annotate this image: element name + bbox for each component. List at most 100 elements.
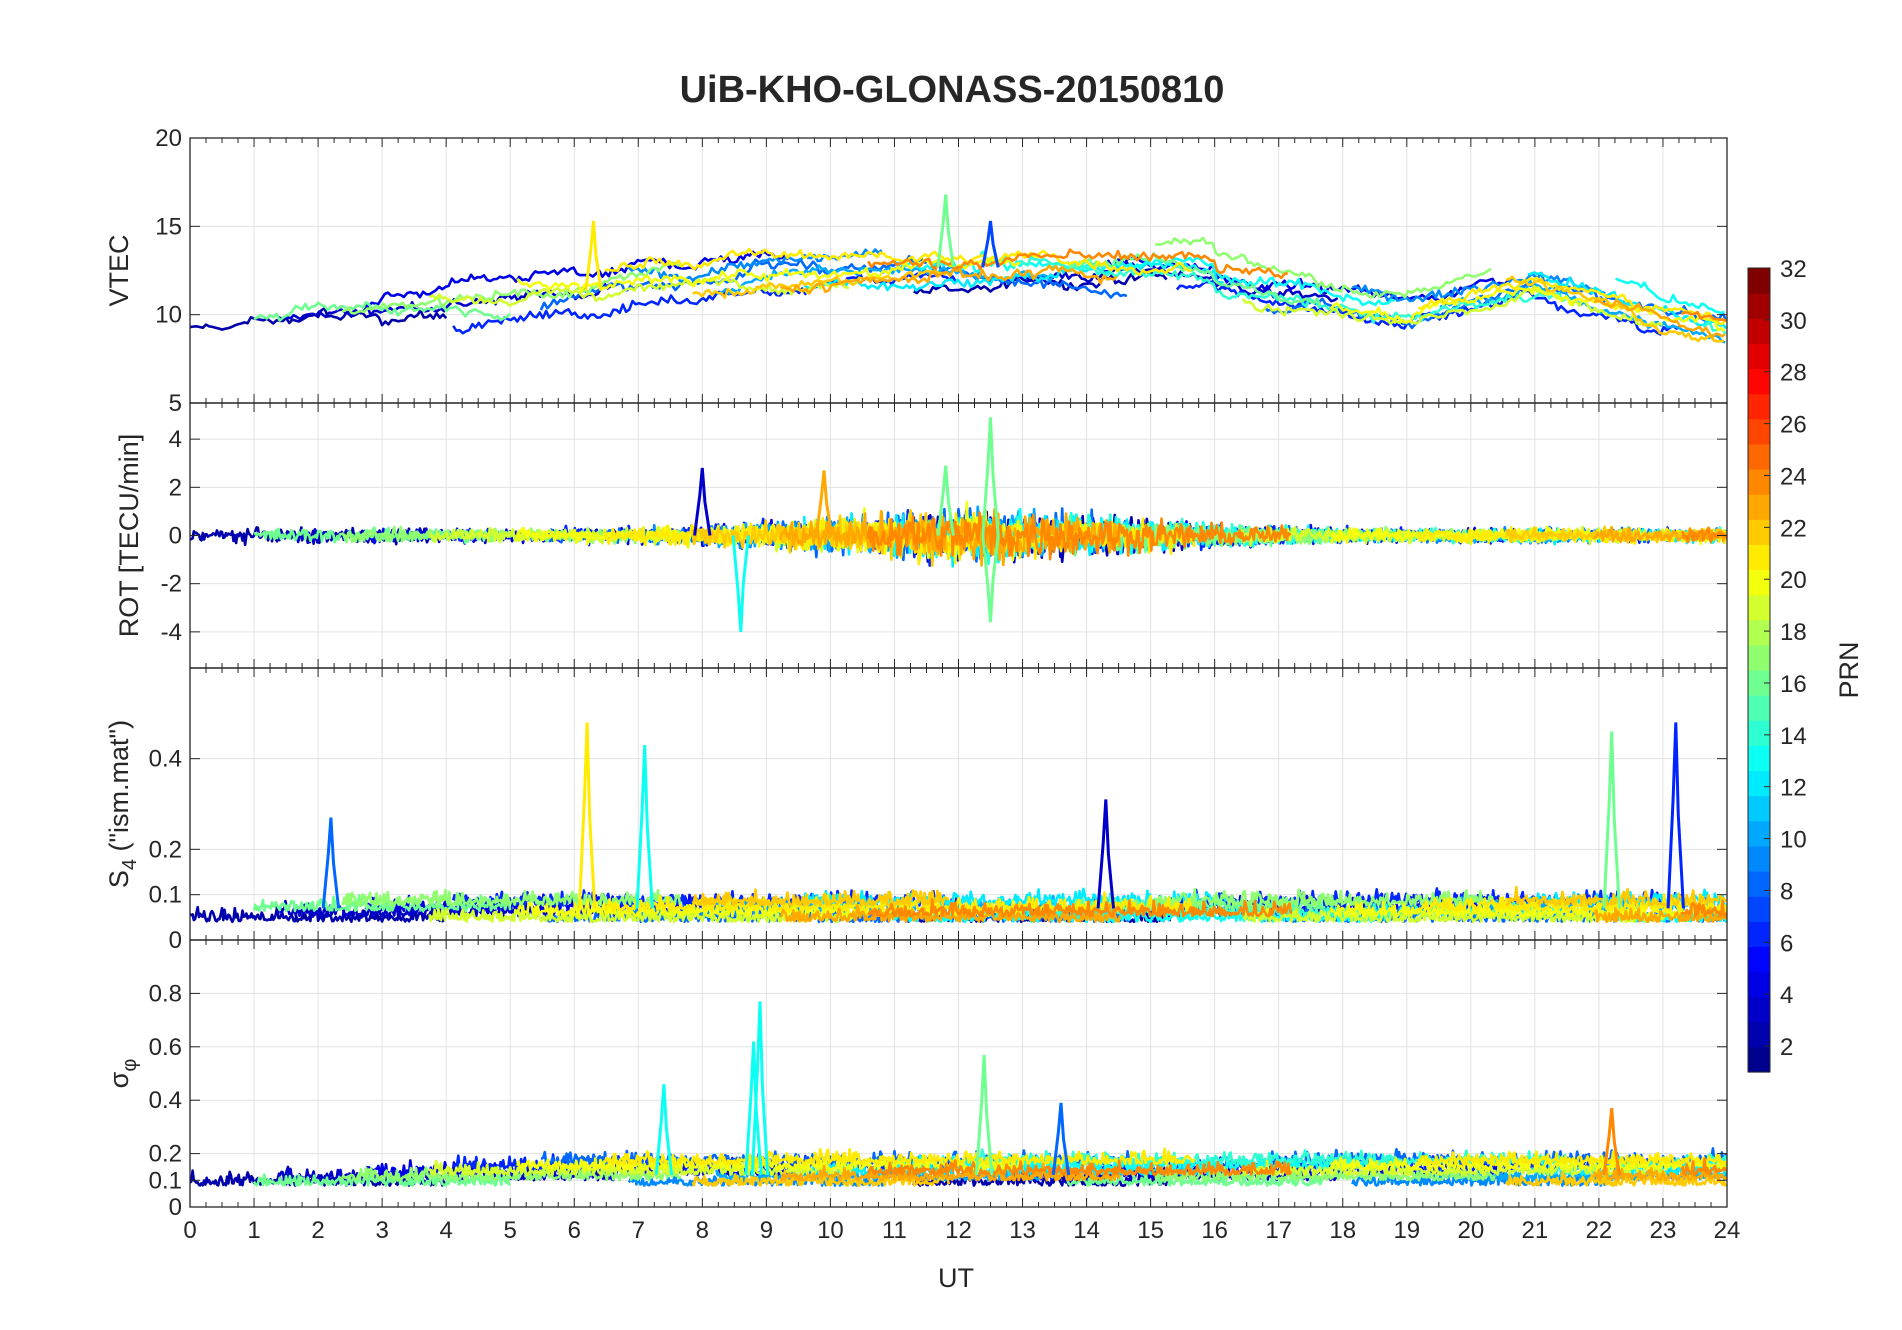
colorbar-segment bbox=[1748, 343, 1770, 370]
series-line-prn-21 bbox=[604, 247, 1192, 276]
spike-prn-6 bbox=[1666, 722, 1685, 909]
colorbar-segment bbox=[1748, 896, 1770, 922]
y-tick-label: 0 bbox=[169, 927, 182, 954]
y-tick-label: -2 bbox=[161, 571, 182, 598]
colorbar-segment bbox=[1748, 695, 1770, 721]
series-line-prn-23 bbox=[1593, 298, 1726, 339]
series-line-prn-21 bbox=[603, 1147, 1196, 1166]
x-tick-label: 15 bbox=[1137, 1217, 1164, 1244]
y-tick-label: 10 bbox=[155, 302, 182, 329]
series-line-prn-19 bbox=[428, 1159, 854, 1177]
spike-prn-24 bbox=[1602, 1108, 1621, 1176]
colorbar-tick-label: 30 bbox=[1780, 308, 1807, 335]
y-axis-label: VTEC bbox=[104, 234, 134, 306]
x-tick-label: 17 bbox=[1265, 1217, 1292, 1244]
series-line-prn-23 bbox=[1593, 526, 1727, 544]
series-line-prn-23 bbox=[1593, 906, 1727, 924]
colorbar-segment bbox=[1748, 469, 1770, 495]
series-line-prn-12 bbox=[1527, 271, 1727, 330]
series-line-prn-21 bbox=[1417, 276, 1727, 326]
series-line-prn-16 bbox=[253, 300, 512, 322]
colorbar-segment bbox=[1748, 820, 1770, 847]
colorbar-segment bbox=[1748, 443, 1770, 470]
series-line-prn-17 bbox=[1154, 887, 1496, 907]
colorbar-tick-label: 24 bbox=[1780, 463, 1807, 490]
y-axis-label: σφ bbox=[104, 1059, 141, 1089]
colorbar-tick-label: 32 bbox=[1780, 256, 1807, 283]
colorbar-tick-label: 10 bbox=[1780, 827, 1807, 854]
x-tick-label: 2 bbox=[311, 1217, 324, 1244]
colorbar-segment bbox=[1748, 619, 1770, 646]
y-tick-label: 15 bbox=[155, 213, 182, 240]
x-tick-label: 0 bbox=[183, 1217, 196, 1244]
spike-prn-8 bbox=[321, 817, 341, 909]
colorbar-tick-label: 8 bbox=[1780, 878, 1793, 905]
colorbar-segment bbox=[1748, 720, 1770, 746]
y-tick-label: 2 bbox=[169, 474, 182, 501]
series-line-prn-24 bbox=[1680, 899, 1727, 918]
y-axis-label: ROT [TECU/min] bbox=[114, 434, 144, 638]
x-tick-label: 19 bbox=[1393, 1217, 1420, 1244]
colorbar-tick-label: 12 bbox=[1780, 775, 1807, 802]
x-tick-label: 14 bbox=[1073, 1217, 1100, 1244]
spike-prn-16 bbox=[936, 194, 955, 268]
colorbar-segment bbox=[1748, 1046, 1770, 1073]
colorbar-segment bbox=[1748, 670, 1770, 696]
y-tick-label: 0.1 bbox=[149, 1167, 182, 1194]
colorbar-segment bbox=[1748, 1021, 1770, 1048]
x-tick-label: 5 bbox=[504, 1217, 517, 1244]
x-tick-label: 12 bbox=[945, 1217, 972, 1244]
x-tick-label: 3 bbox=[375, 1217, 388, 1244]
x-tick-label: 18 bbox=[1329, 1217, 1356, 1244]
x-tick-label: 16 bbox=[1201, 1217, 1228, 1244]
colorbar-segment bbox=[1748, 569, 1770, 596]
colorbar-segment bbox=[1748, 494, 1770, 520]
y-tick-label: 20 bbox=[155, 125, 182, 152]
x-tick-label: 8 bbox=[696, 1217, 709, 1244]
colorbar-label: PRN bbox=[1834, 641, 1864, 698]
colorbar-tick-label: 14 bbox=[1780, 723, 1807, 750]
x-tick-label: 21 bbox=[1522, 1217, 1549, 1244]
series-line-prn-24 bbox=[867, 1159, 1293, 1177]
x-tick-label: 20 bbox=[1457, 1217, 1484, 1244]
colorbar-tick-label: 18 bbox=[1780, 619, 1807, 646]
series-line-prn-20 bbox=[1329, 1154, 1727, 1171]
series-line-prn-24 bbox=[1680, 1157, 1727, 1177]
colorbar-tick-label: 6 bbox=[1780, 930, 1793, 957]
y-tick-label: 0.4 bbox=[149, 746, 182, 773]
spike-prn-3 bbox=[1096, 799, 1115, 909]
colorbar-segment bbox=[1748, 318, 1770, 344]
series-line-prn-19 bbox=[1241, 284, 1663, 327]
colorbar-tick-label: 2 bbox=[1780, 1034, 1793, 1061]
colorbar-segment bbox=[1748, 393, 1770, 420]
series-group bbox=[190, 1001, 1727, 1187]
series-line-prn-24 bbox=[866, 511, 1292, 561]
x-tick-label: 13 bbox=[1009, 1217, 1036, 1244]
spike-prn-16 bbox=[936, 465, 955, 536]
colorbar-segment bbox=[1748, 871, 1770, 897]
colorbar-segment bbox=[1748, 946, 1770, 973]
x-axis-label: UT bbox=[938, 1263, 974, 1293]
x-tick-label: 11 bbox=[882, 1217, 907, 1244]
series-group bbox=[190, 194, 1727, 344]
y-tick-label: 0 bbox=[169, 523, 182, 550]
colorbar-segment bbox=[1748, 519, 1770, 545]
colorbar-segment bbox=[1748, 293, 1770, 319]
colorbar-segment bbox=[1748, 544, 1770, 571]
y-tick-label: 5 bbox=[169, 390, 182, 417]
y-tick-label: 0.8 bbox=[149, 980, 182, 1007]
y-tick-label: -4 bbox=[161, 619, 182, 646]
series-line-prn-23 bbox=[779, 1162, 1122, 1182]
spike-prn-13 bbox=[635, 745, 654, 909]
spike-prn-16 bbox=[974, 1054, 994, 1176]
x-tick-label: 10 bbox=[817, 1217, 844, 1244]
series-line-prn-17 bbox=[341, 261, 682, 315]
spike-prn-23 bbox=[814, 470, 834, 536]
series-line-prn-23 bbox=[1592, 1164, 1727, 1182]
colorbar-segment bbox=[1748, 594, 1770, 621]
x-tick-label: 24 bbox=[1714, 1217, 1741, 1244]
series-line-prn-21 bbox=[1417, 1150, 1727, 1166]
series-line-prn-22 bbox=[691, 888, 950, 907]
y-tick-label: 0.4 bbox=[149, 1087, 182, 1114]
